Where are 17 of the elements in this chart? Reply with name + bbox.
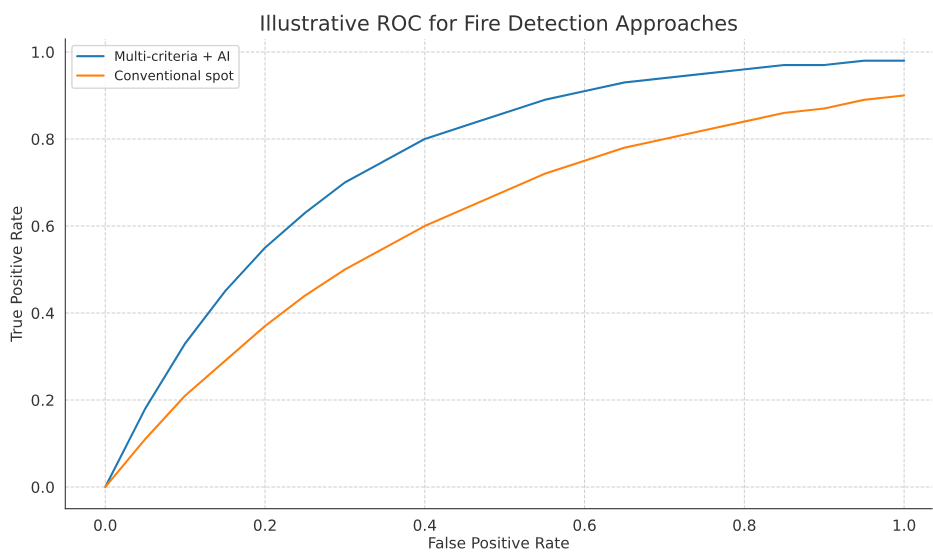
- y-tick-label: 1.0: [32, 46, 54, 58]
- y-tick-label: 0.2: [32, 394, 54, 406]
- x-tick-label: 0.8: [733, 519, 756, 531]
- x-tick-label: 1.0: [894, 519, 916, 531]
- x-tick-label: 0.0: [94, 519, 116, 531]
- x-tick-label: 0.4: [414, 519, 436, 531]
- x-tick-label: 0.2: [254, 519, 276, 531]
- chart-title: Illustrative ROC for Fire Detection Approaches: [261, 14, 737, 35]
- legend-label: Conventional spot: [114, 70, 234, 83]
- y-tick-label: 0.0: [32, 481, 54, 494]
- y-tick-label: 0.4: [32, 307, 54, 320]
- y-tick-label: 0.6: [32, 220, 54, 232]
- legend-label: Multi-criteria + AI: [115, 50, 230, 62]
- x-tick-label: 0.6: [573, 519, 596, 531]
- y-tick-label: 0.8: [32, 133, 54, 145]
- y-axis-title: True Positive Rate: [10, 206, 22, 342]
- x-axis-title: False Positive Rate: [429, 536, 569, 549]
